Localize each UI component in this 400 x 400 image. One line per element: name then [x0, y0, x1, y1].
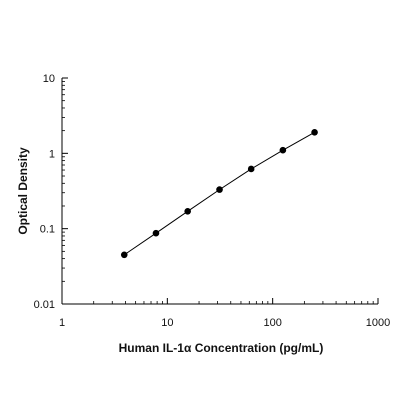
data-point	[279, 146, 287, 154]
data-point	[216, 186, 223, 193]
labels-layer: Human IL-1α Concentration (pg/mL) Optica…	[16, 73, 390, 355]
y-tick-label: 10	[43, 73, 55, 85]
data-point	[247, 165, 255, 173]
x-tick-label: 1	[59, 317, 65, 329]
y-tick-label: 0.01	[34, 299, 55, 311]
axes-layer	[61, 77, 379, 305]
data-point	[120, 251, 128, 259]
x-tick-label: 100	[263, 317, 281, 329]
y-tick-label: 0.1	[40, 224, 55, 236]
y-tick-label: 1	[49, 148, 55, 160]
data-point	[311, 129, 318, 136]
x-axis-title: Human IL-1α Concentration (pg/mL)	[119, 341, 324, 355]
y-axis-title: Optical Density	[16, 147, 30, 235]
points-layer	[120, 129, 318, 259]
x-tick-label: 10	[161, 317, 173, 329]
x-tick-label: 1000	[366, 317, 390, 329]
data-point	[152, 229, 160, 237]
data-point	[184, 208, 191, 215]
